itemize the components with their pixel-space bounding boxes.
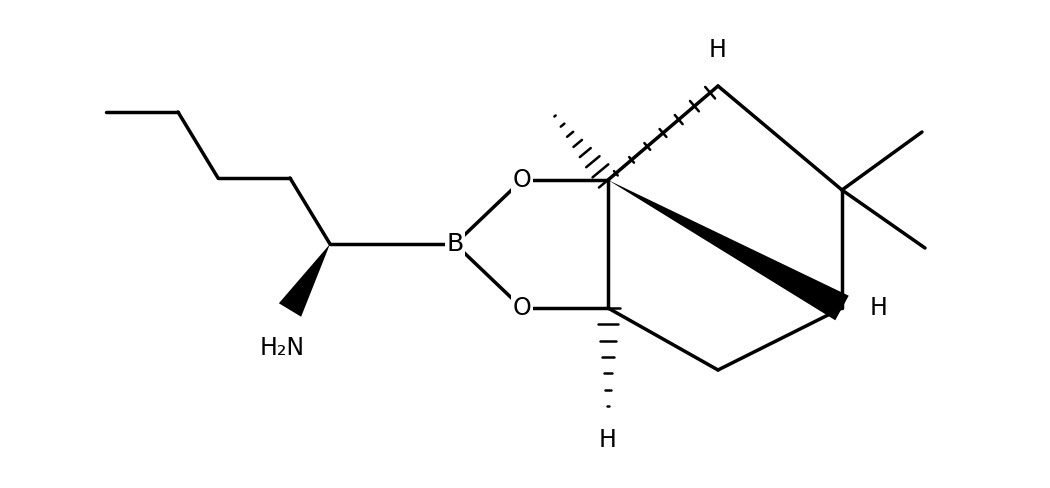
Text: O: O [512, 168, 531, 192]
Polygon shape [608, 180, 848, 320]
Text: H: H [709, 38, 727, 62]
Text: H₂N: H₂N [259, 336, 304, 360]
Text: O: O [512, 296, 531, 320]
Text: H: H [600, 428, 617, 452]
Text: B: B [446, 232, 464, 256]
Polygon shape [279, 244, 330, 317]
Text: H: H [870, 296, 888, 320]
